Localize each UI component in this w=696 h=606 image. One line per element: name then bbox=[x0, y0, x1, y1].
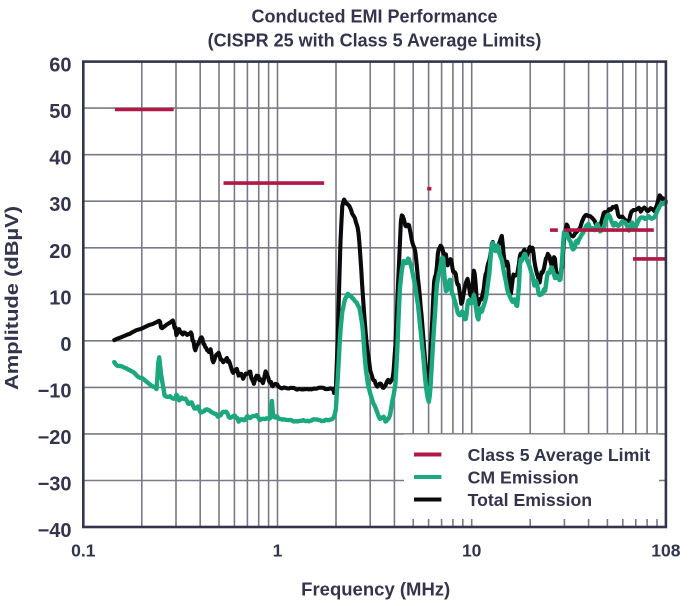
svg-text:Total Emission: Total Emission bbox=[468, 490, 592, 510]
svg-text:Frequency (MHz): Frequency (MHz) bbox=[301, 578, 450, 599]
svg-text:Class 5 Average Limit: Class 5 Average Limit bbox=[468, 445, 651, 465]
svg-text:CM Emission: CM Emission bbox=[468, 468, 579, 488]
svg-text:Amplitude (dBµV): Amplitude (dBµV) bbox=[1, 206, 22, 390]
svg-text:−20: −20 bbox=[38, 427, 72, 449]
svg-text:30: 30 bbox=[49, 194, 71, 216]
svg-text:40: 40 bbox=[49, 148, 71, 170]
svg-text:1: 1 bbox=[273, 540, 283, 560]
svg-text:Conducted EMI Performance: Conducted EMI Performance bbox=[251, 7, 497, 27]
svg-text:108: 108 bbox=[651, 540, 680, 560]
svg-text:10: 10 bbox=[49, 287, 71, 309]
svg-text:20: 20 bbox=[49, 241, 71, 263]
svg-text:0.1: 0.1 bbox=[71, 540, 96, 560]
svg-text:10: 10 bbox=[462, 540, 482, 560]
svg-text:−10: −10 bbox=[38, 380, 72, 402]
svg-text:0: 0 bbox=[60, 334, 71, 356]
svg-text:−40: −40 bbox=[38, 520, 72, 542]
svg-text:(CISPR 25 with Class 5 Average: (CISPR 25 with Class 5 Average Limits) bbox=[208, 30, 542, 50]
svg-text:60: 60 bbox=[49, 55, 71, 77]
svg-text:50: 50 bbox=[49, 101, 71, 123]
svg-text:−30: −30 bbox=[38, 474, 72, 496]
